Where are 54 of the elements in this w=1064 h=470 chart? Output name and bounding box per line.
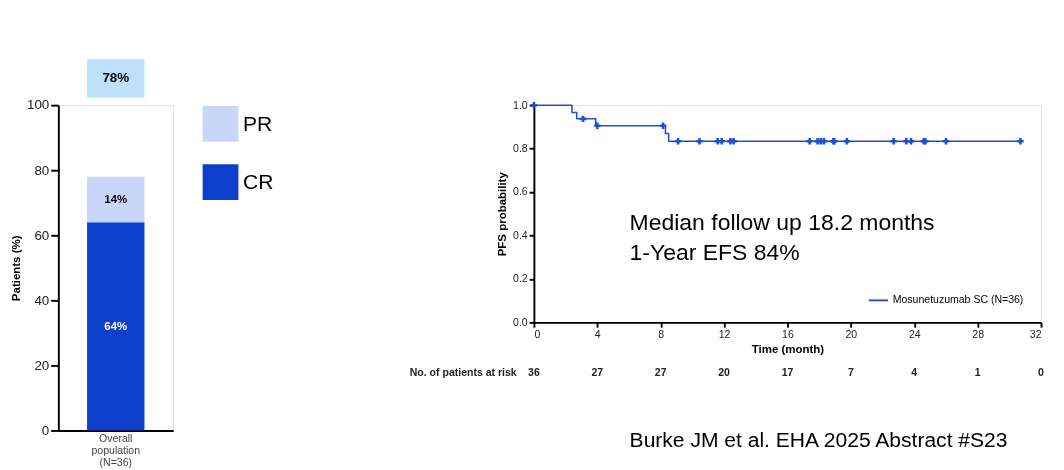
text: 78% bbox=[102, 70, 130, 86]
point bbox=[942, 138, 950, 145]
point bbox=[890, 138, 897, 145]
text: 36 bbox=[528, 365, 540, 378]
point bbox=[843, 138, 851, 145]
data-label: 14% bbox=[104, 193, 128, 206]
y-tick-label: 80 bbox=[34, 162, 50, 178]
x-tick-label: 20 bbox=[845, 328, 858, 341]
y-tick-label: 0.0 bbox=[513, 315, 528, 328]
text: 27 bbox=[591, 365, 604, 378]
text: 1 bbox=[974, 365, 981, 378]
x-tick-label: Overall population (N=36) bbox=[91, 431, 141, 469]
legend-label: PR bbox=[243, 111, 273, 135]
point bbox=[674, 138, 682, 145]
x-axis-title: Time (month) bbox=[751, 342, 825, 355]
x-tick-label: 4 bbox=[594, 328, 601, 341]
legend-label: CR bbox=[243, 169, 274, 193]
text: 7 bbox=[847, 365, 854, 378]
x-tick-label: 8 bbox=[658, 328, 665, 341]
text: No. of patients at risk bbox=[409, 365, 517, 378]
point bbox=[1017, 138, 1024, 145]
y-tick-label: 0.2 bbox=[513, 272, 528, 285]
x-tick-label: 0 bbox=[534, 328, 541, 341]
point bbox=[696, 138, 703, 145]
annotation: Median follow up 18.2 months bbox=[629, 208, 935, 235]
text: 0 bbox=[1038, 365, 1045, 378]
text: 27 bbox=[654, 365, 667, 378]
y-tick-label: 0.4 bbox=[513, 228, 528, 241]
x-tick-label: 16 bbox=[782, 328, 794, 341]
text: 20 bbox=[718, 365, 731, 378]
x-tick-label: 12 bbox=[718, 328, 731, 341]
legend-label: Mosunetuzumab SC (N=36) bbox=[892, 293, 1024, 306]
y-tick-label: 20 bbox=[34, 357, 50, 373]
y-tick-label: 0.6 bbox=[513, 185, 528, 198]
data-label: 64% bbox=[104, 320, 128, 333]
y-tick-label: 1.0 bbox=[513, 98, 528, 111]
point bbox=[806, 138, 813, 145]
point bbox=[718, 138, 725, 145]
point bbox=[907, 138, 915, 145]
x-tick-label: 28 bbox=[972, 328, 985, 341]
annotation: 1-Year EFS 84% bbox=[629, 239, 800, 266]
text: 17 bbox=[781, 365, 794, 378]
y-axis-title: PFS probability bbox=[496, 171, 509, 257]
x-tick-label: 24 bbox=[908, 328, 921, 341]
y-axis-title: Patients (%) bbox=[10, 235, 23, 302]
y-tick-label: 0.8 bbox=[513, 141, 528, 154]
text: Burke JM et al. EHA 2025 Abstract #S23 bbox=[629, 427, 1008, 451]
x-tick-label: 32 bbox=[1029, 328, 1042, 341]
y-tick-label: 60 bbox=[34, 227, 50, 243]
y-tick-label: 100 bbox=[26, 97, 50, 113]
y-tick-label: 40 bbox=[34, 292, 50, 308]
y-tick-label: 0 bbox=[41, 422, 50, 438]
text: 4 bbox=[911, 365, 918, 378]
point bbox=[594, 122, 601, 130]
